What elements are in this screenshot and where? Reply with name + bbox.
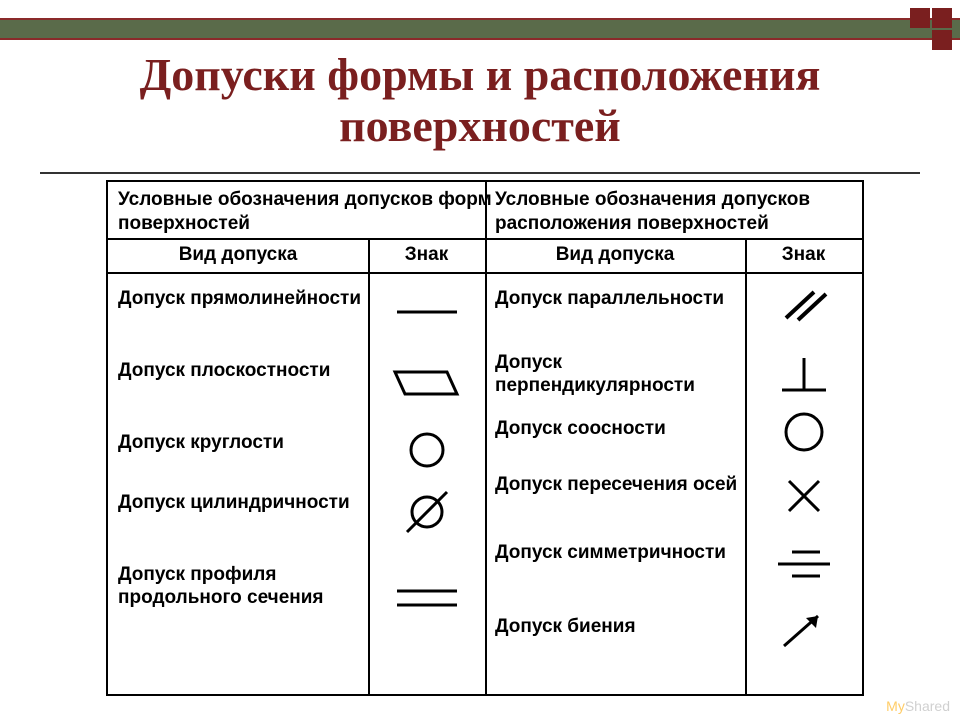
left-item-0: Допуск прямолинейности	[108, 288, 388, 311]
watermark: MyShared	[886, 698, 950, 714]
left-col-sign: Знак	[368, 238, 485, 272]
watermark-my: My	[886, 698, 905, 714]
left-item-3: Допуск цилиндричности	[108, 492, 388, 515]
right-item-4: Допуск симметричности	[485, 542, 765, 565]
watermark-shared: Shared	[905, 698, 950, 714]
profile-long-icon	[368, 574, 485, 622]
page-title: Допуски формы и расположения поверхносте…	[0, 50, 960, 151]
left-header: Условные обозначения допусков форм повер…	[108, 182, 505, 242]
tolerance-table: Условные обозначения допусков форм повер…	[106, 180, 864, 696]
right-item-0: Допуск параллельности	[485, 288, 765, 311]
right-col-type: Вид допуска	[485, 238, 745, 272]
symmetry-icon	[745, 540, 862, 588]
right-item-3: Допуск пересечения осей	[485, 474, 765, 497]
intersection-icon	[745, 472, 862, 520]
cylindricity-icon	[368, 486, 485, 538]
right-col-sign: Знак	[745, 238, 862, 272]
left-col-type: Вид допуска	[108, 238, 368, 272]
flatness-icon	[368, 360, 485, 408]
decor-bar	[0, 18, 960, 40]
roundness-icon	[368, 428, 485, 472]
right-header: Условные обозначения допусков расположен…	[485, 182, 882, 242]
straightness-icon	[368, 288, 485, 336]
left-item-1: Допуск плоскостности	[108, 360, 388, 383]
title-line-1: Допуски формы и расположения	[140, 49, 821, 100]
right-item-2: Допуск соосности	[485, 418, 765, 441]
concentricity-icon	[745, 410, 862, 454]
parallelism-icon	[745, 282, 862, 330]
title-line-2: поверхностей	[339, 100, 621, 151]
runout-icon	[745, 606, 862, 654]
left-item-4: Допуск профиля продольного сечения	[108, 564, 388, 610]
perpendicularity-icon	[745, 350, 862, 398]
right-item-1: Допуск перпендикулярности	[485, 352, 765, 398]
right-item-5: Допуск биения	[485, 616, 765, 639]
left-item-2: Допуск круглости	[108, 432, 388, 455]
title-underline	[40, 172, 920, 174]
